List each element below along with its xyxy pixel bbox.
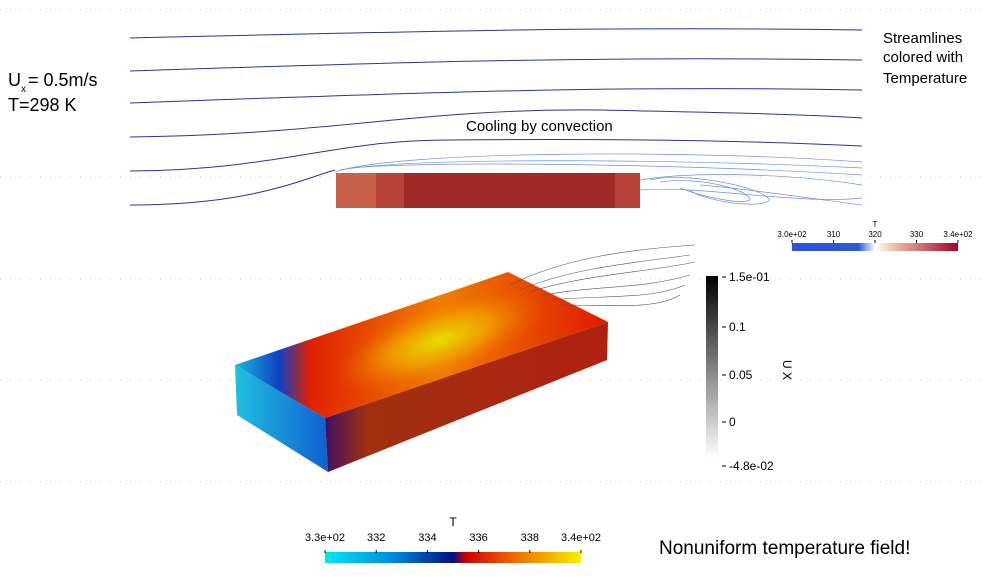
colorbar-label: 332 bbox=[367, 532, 385, 544]
temperature-value: T=298 K bbox=[8, 95, 77, 115]
colorbar-label: 310 bbox=[827, 230, 841, 239]
colorbar-label: 336 bbox=[469, 532, 487, 544]
streamlines bbox=[129, 28, 863, 206]
colorbar-label: 330 bbox=[910, 230, 924, 239]
streamlines-note: Streamlines bbox=[883, 30, 962, 47]
colorbar-label: 0 bbox=[729, 415, 736, 429]
colorbar-title: T bbox=[449, 515, 457, 529]
conclusion: Nonuniform temperature field! bbox=[659, 538, 910, 559]
colorbar-label: 320 bbox=[868, 230, 882, 239]
velocity-subscript: x bbox=[21, 84, 26, 95]
velocity-value: = 0.5m/s bbox=[28, 70, 98, 90]
colorbar-label: 0.1 bbox=[729, 320, 746, 334]
colorbar-label: 334 bbox=[418, 532, 436, 544]
colorbar-label: 338 bbox=[521, 532, 539, 544]
colorbar bbox=[325, 552, 581, 563]
cooling-note: Cooling by convection bbox=[466, 118, 613, 135]
colorbar bbox=[792, 243, 958, 251]
colorbar-label: -4.8e-02 bbox=[729, 459, 774, 473]
streamlines-note: colored with bbox=[883, 49, 963, 66]
wake-streamlines bbox=[509, 244, 696, 307]
velocity-symbol: U bbox=[8, 70, 21, 90]
colorbar-label: 1.5e-01 bbox=[729, 270, 770, 284]
plate-3d bbox=[235, 272, 608, 472]
plate-2d bbox=[336, 173, 640, 208]
colorbar-label: 0.05 bbox=[729, 368, 753, 382]
colorbar-title: T bbox=[873, 220, 878, 229]
colorbar-label: 3.4e+02 bbox=[943, 230, 973, 239]
streamlines-note: Temperature bbox=[883, 70, 967, 87]
colorbar-label: 3.4e+02 bbox=[561, 532, 601, 544]
colorbar-label: 3.0e+02 bbox=[777, 230, 807, 239]
colorbar bbox=[706, 276, 718, 458]
colorbar-label: 3.3e+02 bbox=[305, 532, 345, 544]
colorbar-title: U X bbox=[780, 360, 794, 380]
